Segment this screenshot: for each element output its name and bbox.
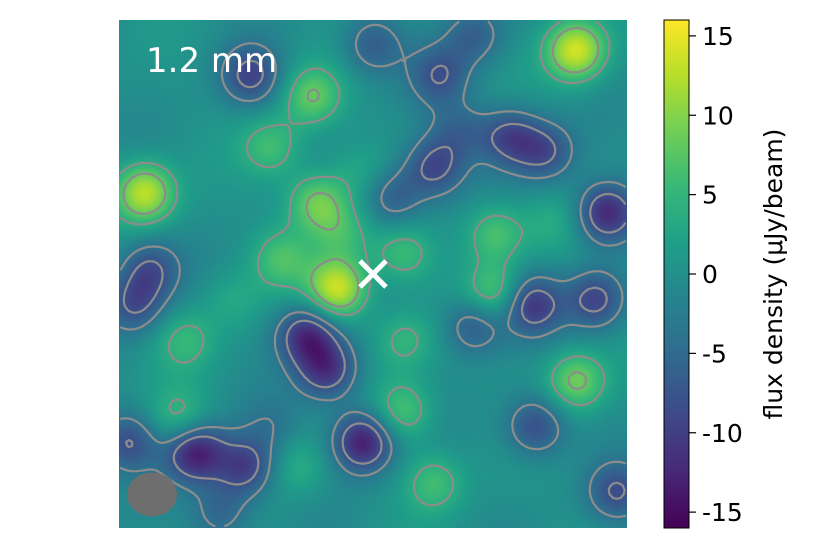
colorbar-tick-label: 0 bbox=[702, 260, 718, 289]
colorbar-tick-label: -15 bbox=[702, 498, 743, 527]
heatmap-panel: 1.2 mm bbox=[119, 20, 627, 528]
positive-contour bbox=[122, 26, 600, 391]
negative-contour bbox=[122, 59, 627, 500]
colorbar-label: flux density (μJy/beam) bbox=[759, 129, 788, 420]
colorbar-tick-label: -5 bbox=[702, 339, 727, 368]
colorbar-tick-label: 5 bbox=[702, 181, 718, 210]
colorbar-tick-label: 15 bbox=[702, 22, 734, 51]
colorbar: 15 10 5 0 -5 -10 -15 flux density (μJy/beam) bbox=[663, 19, 788, 529]
contour-layer bbox=[119, 20, 627, 528]
positive-contour bbox=[119, 20, 611, 507]
panel-label: 1.2 mm bbox=[146, 41, 277, 81]
colorbar-tick-label: -10 bbox=[702, 419, 743, 448]
colorbar-tick-label: 10 bbox=[702, 101, 734, 130]
colorbar-ticks: 15 10 5 0 -5 -10 -15 bbox=[689, 22, 743, 527]
beam-ellipse bbox=[127, 472, 178, 517]
overlay-layer bbox=[127, 259, 388, 517]
negative-contour bbox=[119, 20, 627, 528]
colorbar-gradient bbox=[664, 20, 689, 528]
source-position-marker bbox=[358, 259, 388, 289]
